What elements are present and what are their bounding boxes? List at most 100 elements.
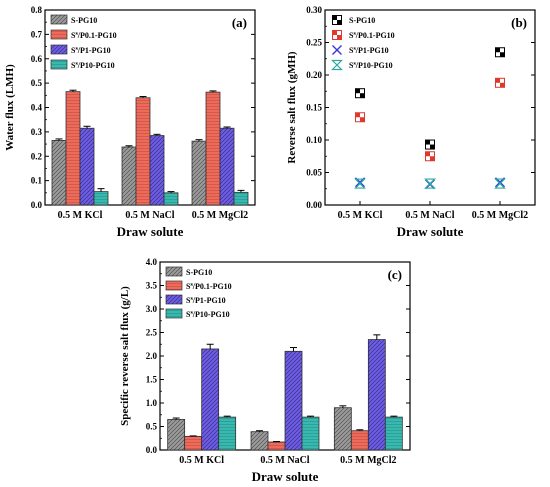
x-tick-label: 0.5 M KCl [338,210,383,221]
scatter-point-fill [332,15,337,20]
y-axis-label: Specific reverse salt flux (g/L) [119,286,131,426]
bar-hatch [167,419,185,450]
bar-hatch [302,417,319,450]
x-tick-label: 0.5 M KCl [58,210,103,221]
legend-label: Ss/P0.1-PG10 [71,31,117,40]
legend-swatch-hatch [51,15,67,24]
y-tick-label: 2.5 [146,328,158,338]
bar-hatch [351,430,369,450]
legend-label: Ss/P10-PG10 [349,61,393,70]
y-tick-label: 0.00 [306,200,322,210]
bar-hatch [234,192,248,205]
y-tick-label: 0.20 [306,70,322,80]
y-tick-label: 3.0 [146,304,158,314]
x-axis-label: Draw solute [117,224,184,239]
bar-hatch [368,339,386,450]
x-tick-label: 0.5 M KCl [179,455,224,466]
y-tick-label: 0.1 [31,176,43,186]
legend-swatch-hatch [51,45,67,54]
scatter-point-fill [495,78,500,83]
legend-label: S-PG10 [349,16,375,25]
y-tick-label: 0.0 [146,445,158,455]
bar-hatch [52,140,66,205]
y-tick-label: 3.5 [146,281,158,291]
x-tick-label: 0.5 M MgCl2 [472,210,528,221]
legend-label: Ss/P10-PG10 [71,61,115,70]
legend-label: Ss/P0.1-PG10 [186,282,232,291]
bar-hatch [80,128,94,205]
y-tick-label: 1.5 [146,375,158,385]
scatter-point-fill [495,47,500,53]
scatter-point-fill [425,140,430,145]
y-tick-label: 0.05 [306,168,322,178]
bar-hatch [94,191,108,205]
bar-hatch [218,417,236,450]
x-tick-label: 0.5 M NaCl [125,210,174,221]
y-tick-label: 0.15 [306,103,322,113]
bar-hatch [268,442,285,450]
bar-hatch [206,92,220,205]
scatter-point-fill [425,151,430,157]
y-axis-label: Reverse salt flux (gMH) [286,51,298,163]
bar-hatch [251,431,268,450]
legend-label: S-PG10 [186,268,212,277]
panel-label: (a) [232,15,247,30]
scatter-point-fill [332,30,337,35]
y-tick-label: 0.0 [31,200,43,210]
legend-label: Ss/P1-PG10 [71,46,111,55]
scatter-point-fill [360,117,365,122]
legend-label: Ss/P0.1-PG10 [349,31,395,40]
x-tick-label: 0.5 M NaCl [260,455,309,466]
bar-hatch [192,141,206,205]
x-tick-label: 0.5 M NaCl [405,210,454,221]
bar-hatch [334,407,352,450]
y-tick-label: 0.6 [31,54,43,64]
legend-label: Ss/P1-PG10 [186,296,226,305]
scatter-point-fill [500,82,505,88]
y-tick-label: 0.8 [31,5,43,15]
chart-panel-a: 0.0 0.1 0.2 0.3 0.4 0.5 0.6 0.7 0.8 0.5 M KCl 0.5 … [4,5,256,239]
scatter-point-fill [337,20,342,25]
scatter-point [424,178,436,189]
legend-swatch-hatch [51,30,67,39]
y-tick-label: 0.2 [31,151,43,161]
scatter-point-fill [500,52,505,57]
bar-hatch [164,192,178,205]
panel-label: (b) [511,15,527,30]
y-tick-label: 4.0 [146,257,158,267]
x-tick-label: 0.5 M MgCl2 [340,455,396,466]
bar-hatch [66,91,80,205]
y-tick-label: 2.0 [146,351,158,361]
bar-hatch [220,128,234,205]
legend-label: Ss/P1-PG10 [349,46,389,55]
legend-label: Ss/P10-PG10 [186,310,230,319]
y-tick-label: 0.4 [31,103,43,113]
y-tick-label: 0.7 [31,29,43,39]
scatter-point-fill [355,88,360,94]
legend-label: S-PG10 [71,16,97,25]
bar-hatch [184,436,202,450]
legend-swatch-hatch [166,309,182,318]
bar-hatch [150,135,164,205]
chart-panel-b: 0.00 0.05 0.10 0.15 0.20 0.25 0.30 0.5 M KCl 0.5… [286,5,536,239]
x-tick-label: 0.5 M MgCl2 [192,210,248,221]
legend-swatch-hatch [166,295,182,304]
bar-hatch [136,97,150,205]
y-tick-label: 1.0 [146,398,158,408]
scatter-point-fill [430,144,435,150]
legend-swatch-hatch [51,60,67,69]
bar-hatch [385,417,403,450]
bar-hatch [285,351,302,450]
x-axis-label: Draw solute [397,224,464,239]
y-tick-label: 0.25 [306,38,322,48]
scatter-point-fill [355,112,360,118]
y-tick-label: 0.10 [306,135,322,145]
y-tick-label: 0.5 [146,422,158,432]
scatter-point-fill [430,156,435,161]
legend-swatch-hatch [166,267,182,276]
y-tick-label: 0.5 [31,78,43,88]
bar-hatch [201,348,219,450]
y-axis-label: Water flux (LMH) [4,64,16,151]
scatter-point-fill [360,93,365,98]
